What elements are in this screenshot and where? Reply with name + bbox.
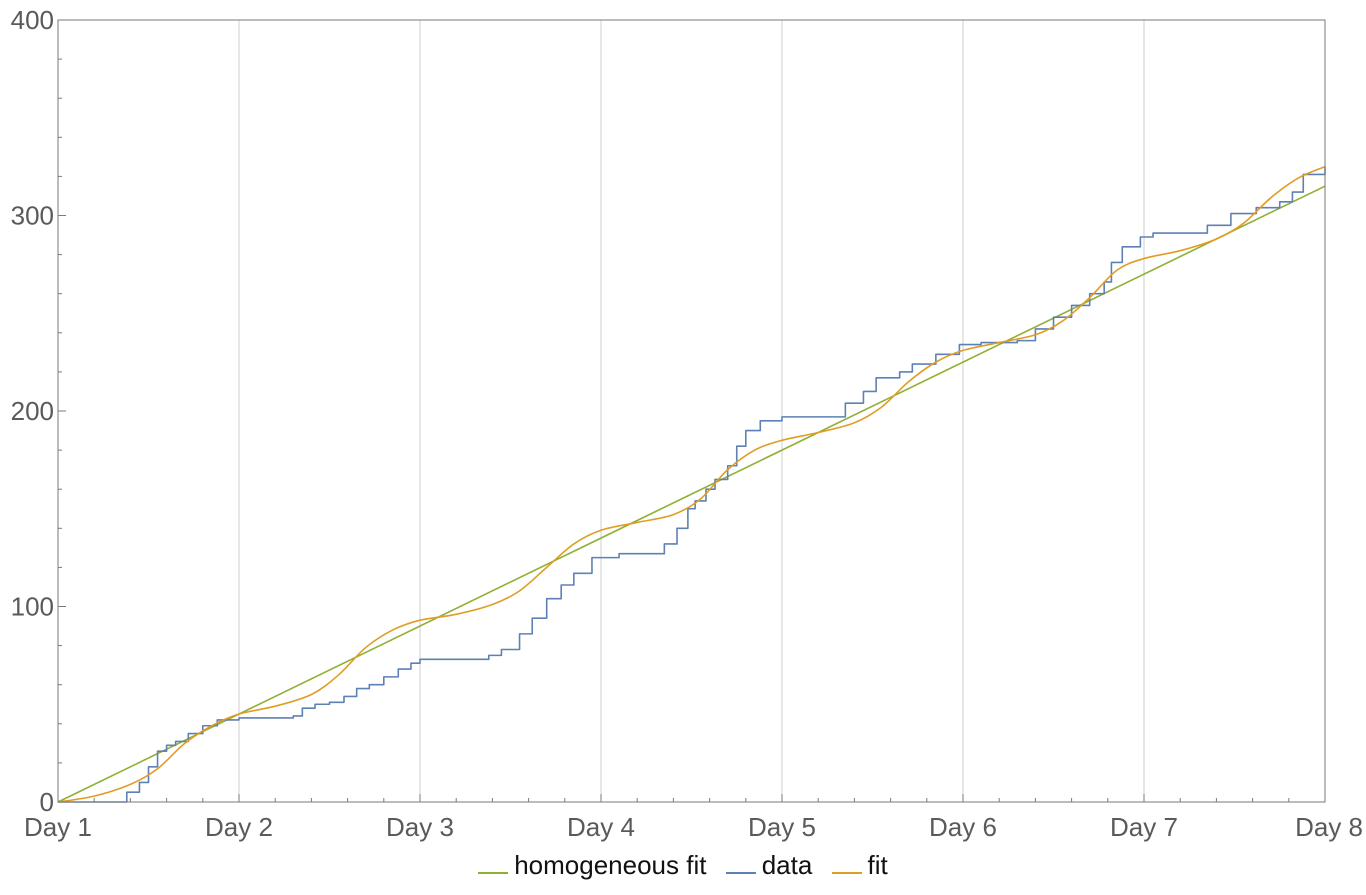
minor-ticks <box>57 19 1290 803</box>
y-tick-label: 400 <box>11 5 54 35</box>
legend-item-fit: fit <box>831 850 888 881</box>
x-tick-labels: Day 1 Day 2 Day 3 Day 4 Day 5 Day 6 Day 7 Day 8 <box>24 812 1363 842</box>
x-tick-label: Day 5 <box>748 812 816 842</box>
x-tick-label: Day 2 <box>205 812 273 842</box>
legend-label: fit <box>867 850 888 880</box>
legend: homogeneous fit data fit <box>0 850 1366 881</box>
series-line-fit <box>57 165 1326 803</box>
legend-swatch-data <box>725 872 756 875</box>
y-tick-label: 0 <box>40 787 54 817</box>
y-tick-labels: 0 100 200 300 400 <box>11 5 54 817</box>
grid-lines <box>238 20 1145 802</box>
legend-label: homogeneous fit <box>514 850 707 880</box>
x-tick-label: Day 7 <box>1110 812 1178 842</box>
x-tick-label: Day 6 <box>929 812 997 842</box>
plot-frame <box>57 19 1326 803</box>
legend-swatch-fit <box>831 872 862 875</box>
x-tick-label: Day 3 <box>386 812 454 842</box>
legend-label: data <box>761 850 813 880</box>
series-layer <box>57 165 1326 803</box>
x-tick-label: Day 8 <box>1295 812 1363 842</box>
y-tick-label: 200 <box>11 396 54 426</box>
x-tick-label: Day 1 <box>24 812 92 842</box>
axes-frame <box>57 19 1326 803</box>
y-tick-label: 300 <box>11 201 54 231</box>
y-tick-label: 100 <box>11 592 54 622</box>
legend-item-data: data <box>725 850 813 881</box>
x-tick-label: Day 4 <box>567 812 635 842</box>
legend-item-homogeneous-fit: homogeneous fit <box>478 850 706 881</box>
series-line-homogeneous-fit <box>57 185 1326 803</box>
legend-swatch-homogeneous-fit <box>478 872 509 875</box>
